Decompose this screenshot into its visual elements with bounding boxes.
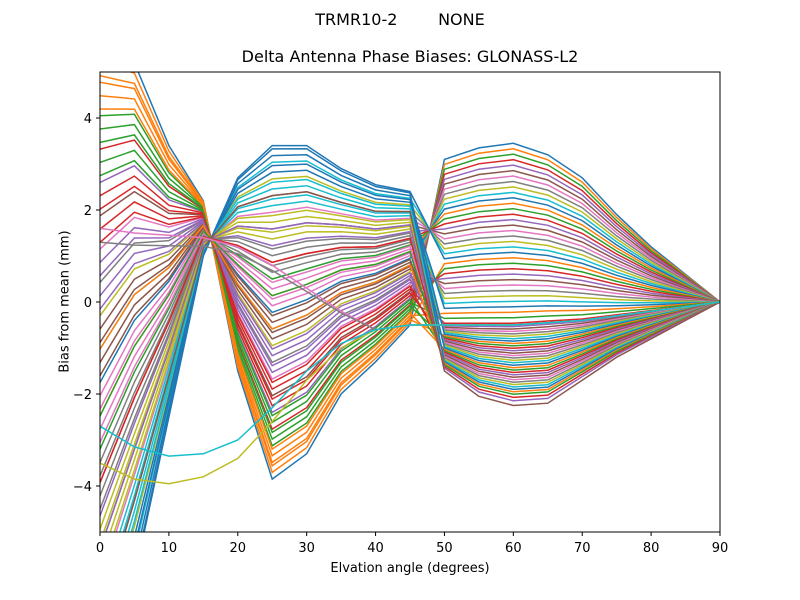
- y-axis-ticks: −4 −2 0 2 4: [73, 112, 100, 495]
- series-line: [100, 74, 720, 467]
- x-tick-label: 80: [643, 541, 660, 556]
- series-line: [100, 221, 720, 376]
- series-line: [100, 228, 720, 397]
- x-tick-label: 90: [712, 541, 729, 556]
- x-tick-label: 30: [298, 541, 315, 556]
- series-line: [100, 224, 720, 393]
- series-line: [100, 159, 720, 417]
- series-line: [100, 229, 720, 417]
- y-tick-label: 2: [84, 204, 92, 219]
- x-tick-label: 50: [436, 541, 453, 556]
- y-tick-label: 0: [84, 296, 92, 311]
- series-line: [142, 147, 720, 532]
- y-tick-label: −2: [73, 388, 92, 403]
- x-tick-label: 70: [574, 541, 591, 556]
- x-tick-label: 0: [96, 541, 104, 556]
- x-axis-label: Elvation angle (degrees): [330, 561, 490, 576]
- series-line: [100, 226, 720, 379]
- series-line: [100, 218, 720, 367]
- x-tick-label: 20: [230, 541, 247, 556]
- x-tick-label: 40: [367, 541, 384, 556]
- y-tick-label: 4: [84, 112, 92, 127]
- series-line: [100, 232, 720, 443]
- x-tick-label: 10: [161, 541, 178, 556]
- series-line: [100, 301, 720, 457]
- series-line: [100, 235, 720, 483]
- series-line: [100, 108, 720, 451]
- series-line: [105, 221, 720, 532]
- series-line: [124, 191, 720, 532]
- series-line: [100, 211, 720, 384]
- figure-suptitle: TRMR10-2 NONE: [315, 10, 485, 29]
- x-tick-label: 60: [505, 541, 522, 556]
- series-line: [100, 232, 720, 510]
- y-tick-label: −4: [73, 480, 92, 495]
- series-lines: [100, 72, 720, 532]
- x-axis-ticks: 0 10 20 30 40 50 60 70 80 90: [96, 532, 728, 556]
- chart-title: Delta Antenna Phase Biases: GLONASS-L2: [241, 47, 579, 66]
